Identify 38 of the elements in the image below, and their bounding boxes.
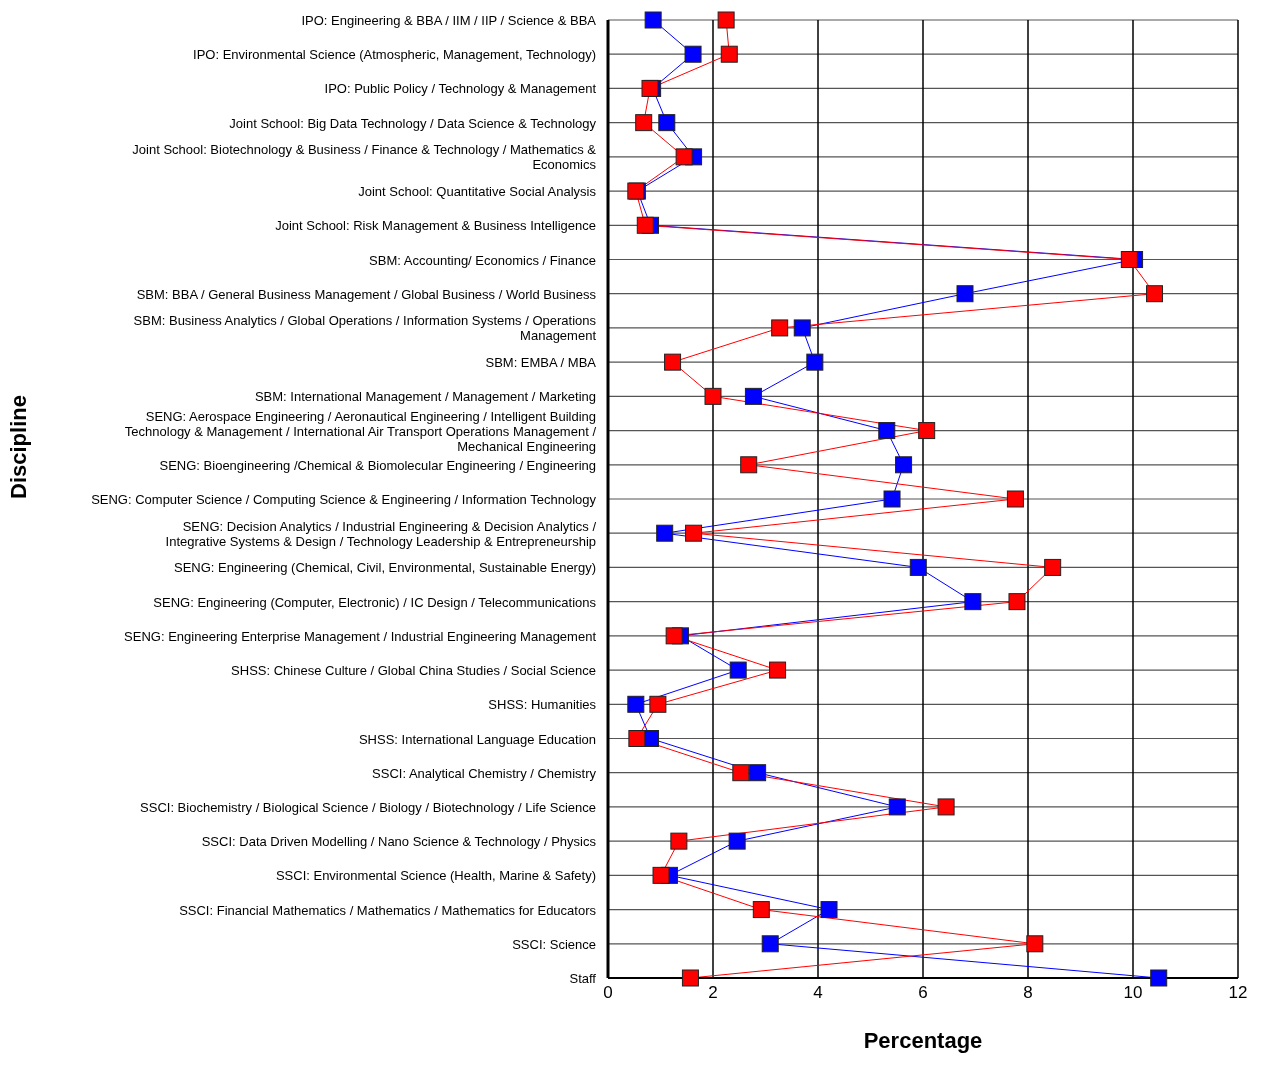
y-tick-label: SBM: Business Analytics / Global Operations / Information Systems / Operations Management: [133, 312, 597, 343]
y-tick-label: Staff: [569, 970, 597, 986]
y-tick-label: SENG: Decision Analytics / Industrial Engineering & Decision Analytics / Integrative Systems & Design / Technology Leadership & Entrepreneurship: [165, 518, 597, 549]
y-tick-label: Joint School: Biotechnology & Business / Finance & Technology / Mathematics & Economics: [132, 141, 597, 172]
y-tick-label: Joint School: Risk Management & Business Intelligence: [275, 217, 596, 233]
y-tick-label: SBM: Accounting/ Economics / Finance: [369, 252, 596, 267]
y-tick-label: SENG: Aerospace Engineering / Aeronautical Engineering / Intelligent Building Technology & Management / International Air Transport Operations Management / Mechanical Engineering: [124, 408, 597, 454]
y-tick-label: SSCI: Biochemistry / Biological Science / Biology / Biotechnology / Life Science: [140, 799, 596, 815]
y-tick-label: Joint School: Big Data Technology / Data Science & Technology: [229, 115, 597, 131]
y-tick-label: IPO: Engineering & BBA / IIM / IIP / Science & BBA: [301, 12, 597, 28]
y-tick-label: SBM: EMBA / MBA: [485, 354, 597, 370]
y-tick-label: SSCI: Environmental Science (Health, Marine & Safety): [275, 867, 596, 883]
y-tick-label: IPO: Environmental Science (Atmospheric, Management, Technology): [193, 46, 596, 62]
y-tick-label: Joint School: Quantitative Social Analysis: [358, 183, 597, 199]
y-tick-label: SENG: Engineering Enterprise Management / Industrial Engineering Management: [124, 628, 597, 644]
y-tick-label: SENG: Engineering (Computer, Electronic) / IC Design / Telecommunications: [153, 594, 597, 610]
y-tick-label: SHSS: International Language Education: [358, 731, 596, 746]
y-tick-label: SENG: Bioengineering /Chemical & Biomolecular Engineering / Engineering: [159, 457, 596, 473]
y-tick-label: SENG: Computer Science / Computing Science & Engineering / Information Technology: [91, 491, 597, 507]
x-tick-label: 8: [1023, 983, 1033, 1003]
x-axis-title: Percentage: [863, 1028, 983, 1053]
y-tick-label: SBM: BBA / General Business Management / Global Business / World Business: [136, 286, 597, 302]
y-tick-label: SSCI: Data Driven Modelling / Nano Science & Technology / Physics: [201, 833, 597, 849]
y-tick-label: SHSS: Chinese Culture / Global China Studies / Social Science: [231, 662, 596, 678]
y-axis-title: Discipline: [5, 395, 31, 499]
y-tick-label: SENG: Engineering (Chemical, Civil, Environmental, Sustainable Energy): [174, 559, 596, 575]
x-tick-label: 6: [918, 983, 928, 1003]
x-tick-label: 2: [708, 983, 718, 1003]
y-tick-label: SSCI: Analytical Chemistry / Chemistry: [372, 765, 597, 781]
x-tick-label: 10: [1123, 983, 1143, 1003]
x-tick-label: 0: [603, 983, 613, 1003]
x-tick-label: 12: [1228, 983, 1248, 1003]
y-tick-label: SBM: International Management / Management / Marketing: [254, 388, 596, 404]
y-tick-label: SSCI: Financial Mathematics / Mathematics / Mathematics for Educators: [179, 902, 597, 918]
x-tick-label: 4: [813, 983, 823, 1003]
y-tick-label: SSCI: Science: [512, 936, 596, 952]
y-tick-label: SHSS: Humanities: [488, 696, 597, 712]
y-tick-label: IPO: Public Policy / Technology & Management: [324, 80, 597, 96]
